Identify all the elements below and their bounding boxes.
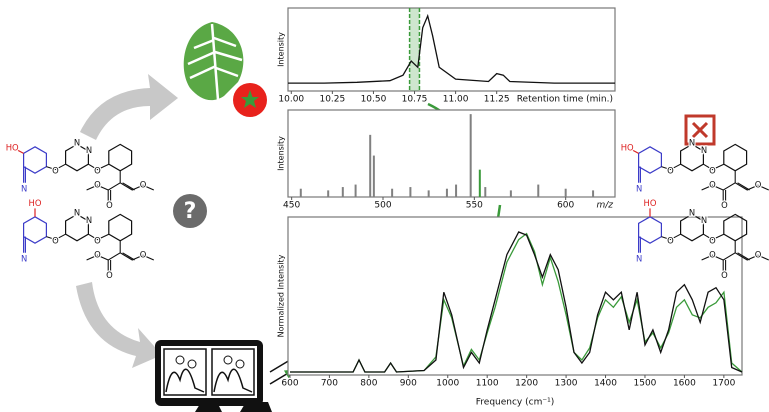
page: {"chart_data": [ {"type": "line", "x_lab… bbox=[0, 0, 769, 412]
x-tick-label: 10.50 bbox=[361, 95, 387, 105]
atom-label: O bbox=[52, 235, 59, 245]
bonds bbox=[639, 167, 641, 183]
atom-label: O bbox=[52, 165, 59, 175]
x-tick-label: 11.25 bbox=[484, 95, 510, 105]
cycle-arrow bbox=[80, 74, 178, 140]
phenol-ring bbox=[639, 147, 662, 173]
question-mark: ? bbox=[184, 199, 197, 224]
x-tick-label: 1400 bbox=[594, 379, 617, 389]
atom-label: N bbox=[636, 253, 642, 263]
atom-label: O bbox=[755, 250, 762, 260]
atom-label: O bbox=[94, 165, 101, 175]
atom-label: HO bbox=[644, 198, 657, 208]
x-tick-label: 700 bbox=[321, 379, 338, 389]
x-axis-label: Retention time (min.) bbox=[517, 95, 613, 105]
x-tick-label: 11.00 bbox=[443, 95, 469, 105]
atom-label: O bbox=[140, 250, 147, 260]
atom-label: N bbox=[701, 215, 707, 225]
atom-label: N bbox=[74, 138, 80, 148]
plot-frame bbox=[288, 110, 615, 197]
x-tick-label: 500 bbox=[374, 201, 391, 211]
x-tick-label: 1500 bbox=[634, 379, 657, 389]
tomato-icon bbox=[233, 83, 267, 117]
highlight-region bbox=[410, 8, 420, 91]
atom-label: O bbox=[667, 165, 674, 175]
atom-label: N bbox=[21, 253, 27, 263]
x-tick-label: 1700 bbox=[712, 379, 735, 389]
atom-label: HO bbox=[29, 198, 42, 208]
phenol-ring bbox=[24, 217, 47, 243]
x-tick-label: 800 bbox=[360, 379, 377, 389]
atom-label: O bbox=[709, 235, 716, 245]
x-tick-label: 1200 bbox=[515, 379, 538, 389]
atom-label: N bbox=[86, 215, 92, 225]
x-tick-label: 550 bbox=[466, 201, 483, 211]
x-axis-label: m/z bbox=[596, 201, 613, 211]
atom-label: N bbox=[689, 138, 695, 148]
atom-label: N bbox=[689, 208, 695, 218]
atom-label: O bbox=[709, 250, 716, 260]
y-axis-label: Intensity bbox=[277, 32, 286, 67]
atom-label: O bbox=[140, 180, 147, 190]
atom-label: N bbox=[86, 145, 92, 155]
atom-label: N bbox=[74, 208, 80, 218]
computer-icon bbox=[155, 340, 272, 412]
x-tick-label: 10.25 bbox=[319, 95, 345, 105]
x-tick-label: 1300 bbox=[555, 379, 578, 389]
atom-label: O bbox=[106, 200, 113, 210]
atom-label: N bbox=[701, 145, 707, 155]
bonds bbox=[24, 167, 26, 183]
cycle-arrow bbox=[76, 282, 162, 368]
plot-frame bbox=[288, 8, 615, 91]
atom-label: O bbox=[721, 270, 728, 280]
plot-frame bbox=[288, 217, 742, 375]
phenol-ring bbox=[24, 147, 47, 173]
x-tick-label: 1100 bbox=[476, 379, 499, 389]
y-axis-label: Normalized Intensity bbox=[277, 254, 286, 337]
graphical-abstract: ? 10.00 10.25 10.50 10.75 11.00 11.25 Retentio… bbox=[0, 0, 769, 412]
x-axis-label: Frequency (cm⁻¹) bbox=[476, 398, 554, 408]
atom-label: O bbox=[709, 165, 716, 175]
bonds bbox=[24, 237, 26, 253]
x-tick-label: 1600 bbox=[673, 379, 696, 389]
atom-label: O bbox=[755, 180, 762, 190]
atom-label: O bbox=[94, 235, 101, 245]
x-tick-label: 450 bbox=[283, 201, 300, 211]
atom-label: O bbox=[94, 250, 101, 260]
atom-label: O bbox=[709, 180, 716, 190]
atom-label: O bbox=[106, 270, 113, 280]
atom-label: N bbox=[21, 183, 27, 193]
atom-label: O bbox=[94, 180, 101, 190]
atom-label: HO bbox=[621, 143, 634, 153]
leaf-icon bbox=[184, 22, 244, 100]
x-tick-label: 900 bbox=[400, 379, 417, 389]
x-tick-label: 10.75 bbox=[402, 95, 428, 105]
atom-label: HO bbox=[6, 143, 19, 153]
x-tick-label: 600 bbox=[557, 201, 574, 211]
atom-label: N bbox=[636, 183, 642, 193]
y-axis-label: Intensity bbox=[277, 136, 286, 171]
x-tick-label: 1000 bbox=[436, 379, 459, 389]
atom-label: O bbox=[721, 200, 728, 210]
atom-label: O bbox=[667, 235, 674, 245]
x-tick-label: 600 bbox=[281, 379, 298, 389]
x-tick-label: 10.00 bbox=[278, 95, 304, 105]
